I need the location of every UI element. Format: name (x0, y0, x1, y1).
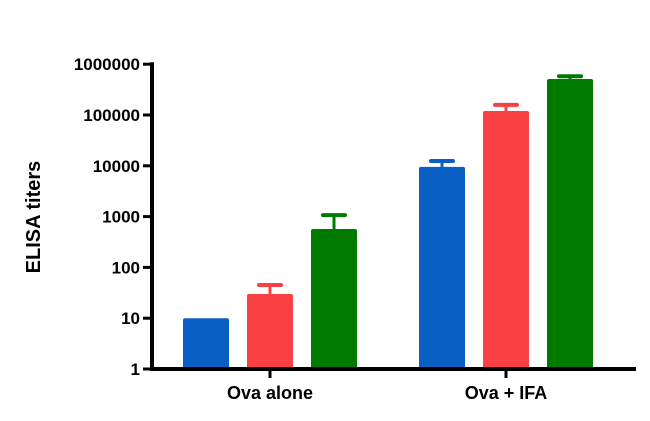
y-tick-label: 10000 (93, 157, 140, 176)
bar (247, 293, 293, 369)
x-category-label: Ova + IFA (465, 383, 548, 403)
bar (183, 318, 229, 369)
y-tick-label: 100 (112, 258, 140, 277)
bar (483, 110, 529, 369)
bar (419, 166, 465, 369)
y-tick-label: 100000 (83, 106, 140, 125)
x-axis: Ova alone Ova + IFA (150, 367, 636, 403)
bar (547, 79, 593, 370)
y-axis-title: ELISA titers (23, 161, 45, 274)
y-tick-label: 1 (131, 360, 140, 379)
y-axis: 1 10 100 1000 10000 100000 1000000 (74, 55, 154, 379)
x-category-label: Ova alone (227, 383, 313, 403)
bar (311, 229, 357, 369)
y-tick-label: 1000 (102, 208, 140, 227)
bars (183, 74, 593, 370)
y-tick-label: 10 (121, 309, 140, 328)
y-tick-label: 1000000 (74, 55, 140, 74)
